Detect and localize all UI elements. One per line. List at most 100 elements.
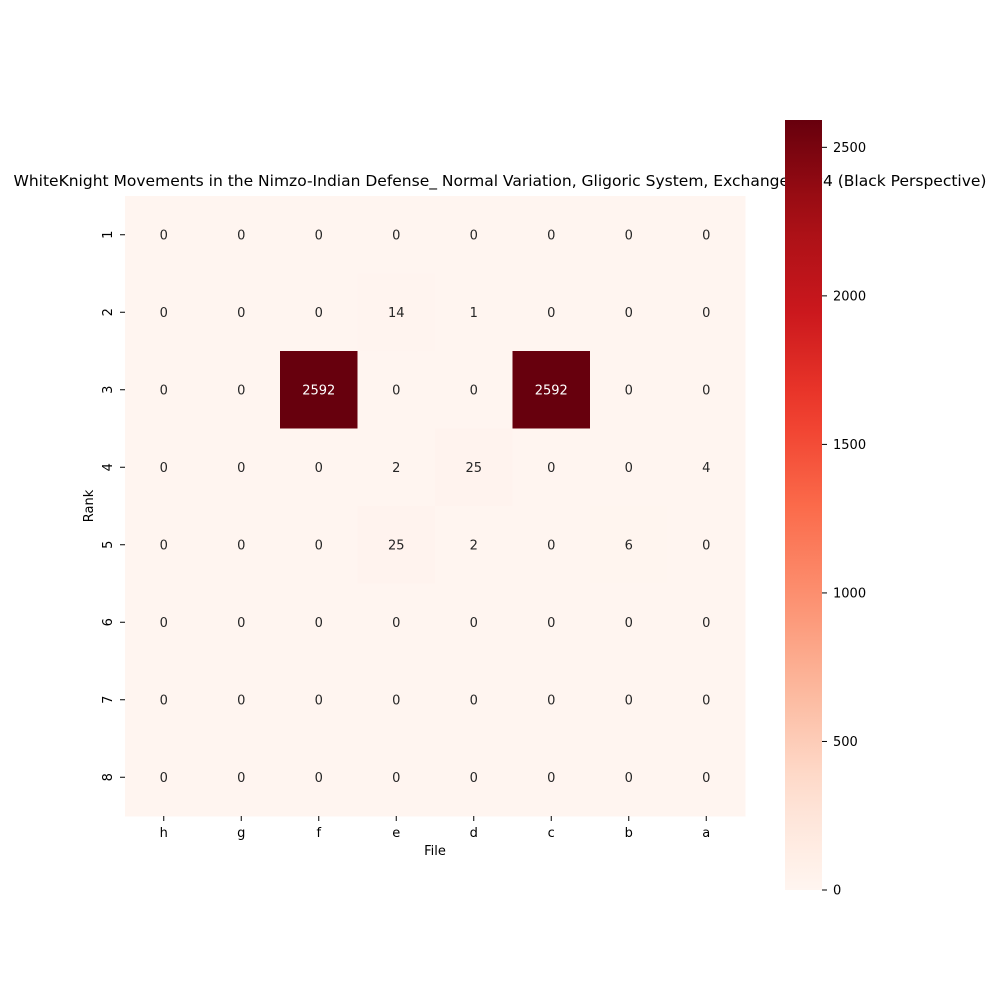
cell-value-label: 0 (702, 383, 710, 398)
chart-title-wrap: WhiteKnight Movements in the Nimzo-India… (0, 168, 1000, 194)
heatmap-cell (512, 428, 591, 507)
heatmap-cell (280, 583, 358, 662)
heatmap-cell (357, 506, 436, 584)
heatmap-cell (125, 506, 203, 584)
heatmap-cell (435, 738, 513, 817)
y-tick-label: 7 (101, 696, 116, 704)
cell-value-label: 0 (160, 771, 168, 786)
heatmap-cell (667, 196, 746, 274)
heatmap-cell (512, 196, 591, 274)
heatmap-cell (202, 583, 281, 662)
cell-value-label: 0 (625, 383, 633, 398)
heatmap-cell (512, 273, 591, 352)
heatmap-cell (590, 196, 668, 274)
heatmap-cell (125, 428, 203, 507)
cell-value-label: 0 (237, 461, 245, 476)
heatmap-cell (667, 583, 746, 662)
cell-value-label: 0 (160, 228, 168, 243)
heatmap-cell (590, 661, 668, 739)
cell-value-label: 0 (702, 616, 710, 631)
cell-value-label: 0 (237, 228, 245, 243)
cell-value-label: 0 (470, 616, 478, 631)
cell-value-label: 0 (702, 693, 710, 708)
y-tick-label: 6 (101, 618, 116, 626)
colorbar-tick-label: 2500 (833, 141, 866, 156)
y-axis-label: Rank (82, 489, 97, 522)
heatmap-cell (512, 661, 591, 739)
cell-value-label: 0 (625, 693, 633, 708)
heatmap-cell (125, 738, 203, 817)
heatmap-cell (125, 351, 203, 429)
heatmap-cell (667, 273, 746, 352)
x-tick-label: e (392, 826, 400, 841)
heatmap-cell (357, 273, 436, 352)
cell-value-label: 0 (315, 538, 323, 553)
heatmap-cell (667, 738, 746, 817)
cell-value-label: 0 (470, 771, 478, 786)
cell-value-label: 0 (470, 228, 478, 243)
heatmap-cell (435, 661, 513, 739)
cell-value-label: 0 (392, 771, 400, 786)
cell-value-label: 14 (388, 306, 405, 321)
cell-value-label: 4 (702, 461, 710, 476)
cell-value-label: 0 (702, 228, 710, 243)
colorbar-tick-label: 1000 (833, 586, 866, 601)
cell-value-label: 0 (392, 693, 400, 708)
colorbar-tick-label: 2000 (833, 289, 866, 304)
cell-value-label: 25 (465, 461, 482, 476)
cell-value-label: 0 (160, 306, 168, 321)
cell-value-label: 0 (625, 771, 633, 786)
heatmap-cell (667, 661, 746, 739)
y-tick-label: 2 (101, 308, 116, 316)
heatmap-cell (512, 506, 591, 584)
heatmap-cell (357, 196, 436, 274)
x-tick-label: d (470, 826, 478, 841)
heatmap-cell (357, 428, 436, 507)
cell-value-label: 2592 (302, 383, 335, 398)
heatmap-cell (280, 273, 358, 352)
colorbar-tick-label: 0 (833, 884, 841, 899)
cell-value-label: 0 (625, 306, 633, 321)
cell-value-label: 2592 (535, 383, 568, 398)
heatmap-cell (590, 506, 668, 584)
cell-value-label: 0 (237, 383, 245, 398)
heatmap-cell (202, 351, 281, 429)
cell-value-label: 0 (392, 616, 400, 631)
heatmap-cell (590, 583, 668, 662)
cell-value-label: 2 (392, 461, 400, 476)
heatmap-cell (125, 661, 203, 739)
cell-value-label: 0 (547, 771, 555, 786)
heatmap-cell (202, 661, 281, 739)
cell-value-label: 0 (160, 616, 168, 631)
y-tick-label: 8 (101, 773, 116, 781)
cell-value-label: 0 (392, 228, 400, 243)
cell-value-label: 0 (702, 771, 710, 786)
cell-value-label: 0 (237, 538, 245, 553)
heatmap-cell (667, 506, 746, 584)
cell-value-label: 0 (547, 616, 555, 631)
heatmap-cell (357, 738, 436, 817)
cell-value-label: 1 (470, 306, 478, 321)
heatmap-cell (590, 428, 668, 507)
y-tick-label: 5 (101, 541, 116, 549)
heatmap-cell (512, 351, 591, 429)
cell-value-label: 0 (315, 306, 323, 321)
y-tick-label: 4 (101, 463, 116, 471)
heatmap-cell (590, 738, 668, 817)
cell-value-label: 0 (315, 693, 323, 708)
heatmap-cell (125, 583, 203, 662)
heatmap-cell (667, 351, 746, 429)
heatmap-cell (202, 506, 281, 584)
heatmap-cell (435, 583, 513, 662)
heatmap-cell (125, 273, 203, 352)
heatmap-cell (667, 428, 746, 507)
cell-value-label: 0 (625, 461, 633, 476)
heatmap-cell (280, 661, 358, 739)
heatmap-cell (512, 583, 591, 662)
heatmap-cell (280, 351, 358, 429)
heatmap-cell (435, 196, 513, 274)
x-tick-label: c (548, 826, 555, 841)
cell-value-label: 0 (547, 228, 555, 243)
heatmap-cell (590, 351, 668, 429)
